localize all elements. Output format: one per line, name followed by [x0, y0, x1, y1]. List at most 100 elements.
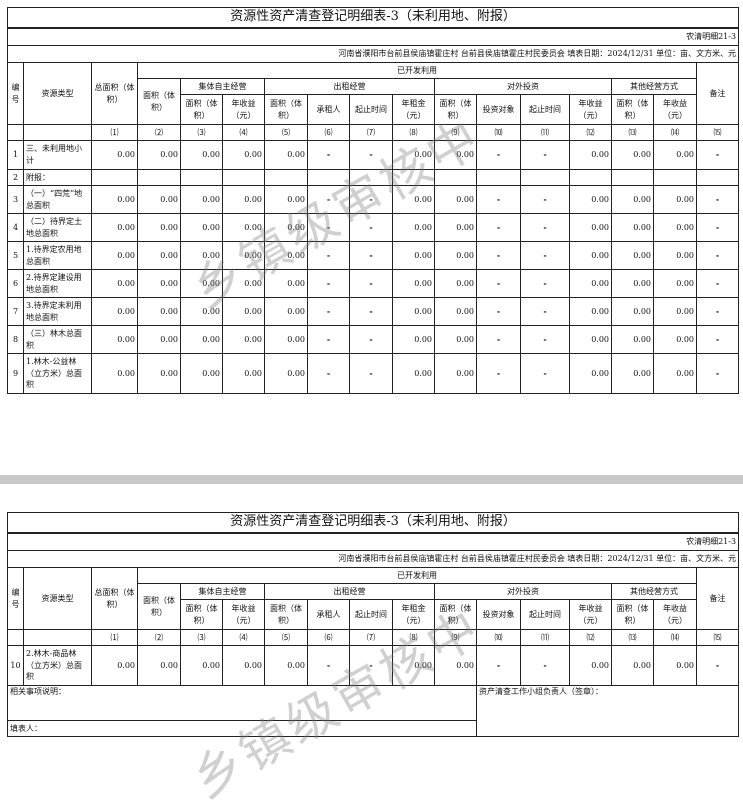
filler-label: 填表人：: [7, 720, 477, 737]
table-row: 6 2.待界定建设用地总面积 0.00 0.00 0.00 0.00 0.00- -0.00 0…: [7, 269, 740, 298]
cell-value: [695, 169, 740, 186]
cell-value: [569, 169, 612, 186]
cell-value: 0.00: [569, 353, 612, 394]
row-number: 3: [7, 185, 24, 214]
header-sub: 年收益（元）: [569, 599, 612, 630]
cell-value: 0.00: [91, 297, 138, 326]
resource-type: （二）待界定土地总面积: [23, 213, 92, 242]
cell-value: 0.00: [137, 241, 181, 270]
cell-value: [653, 169, 697, 186]
cell-value: -: [349, 269, 393, 298]
cell-value: 0.00: [180, 325, 223, 354]
cell-value: 0.00: [569, 185, 612, 214]
cell-value: 0.00: [653, 269, 697, 298]
column-number: ⑾: [520, 629, 570, 646]
cell-value: -: [476, 213, 521, 242]
cell-value: 0.00: [137, 353, 181, 394]
cell-value: 0.00: [569, 241, 612, 270]
row-number: 10: [7, 645, 24, 686]
resource-type: （三）林木总面积: [23, 325, 92, 354]
header-remark: 备注: [695, 567, 740, 630]
cell-value: -: [349, 297, 393, 326]
cell-value: 0.00: [569, 213, 612, 242]
header-sub: 面积（体积）: [611, 599, 654, 630]
table-row: 2 附报：: [7, 169, 740, 186]
cell-value: 0.00: [264, 353, 308, 394]
cell-value: 0.00: [392, 213, 435, 242]
column-number: ⑿: [569, 629, 612, 646]
cell-value: [520, 169, 570, 186]
cell-value: 0.00: [653, 645, 697, 686]
cell-value: 0.00: [653, 185, 697, 214]
column-number: ⑽: [476, 124, 521, 141]
header-sub: 年收益（元）: [569, 94, 612, 125]
cell-value: -: [307, 269, 350, 298]
cell-value: -: [520, 241, 570, 270]
cell-value: 0.00: [222, 645, 265, 686]
cell-value: 0.00: [222, 140, 265, 170]
cell-value: -: [695, 269, 740, 298]
header-remark: 备注: [695, 62, 740, 125]
cell-value: 0.00: [392, 353, 435, 394]
cell-value: -: [476, 325, 521, 354]
column-number: ⑹: [307, 124, 350, 141]
resource-type: 2.待界定建设用地总面积: [23, 269, 92, 298]
notes-label: 相关事项说明：: [7, 685, 477, 721]
cell-value: 0.00: [91, 645, 138, 686]
header-group: 其他经营方式: [611, 78, 697, 95]
header-no: 编号: [7, 62, 24, 125]
column-number: ⑷: [222, 124, 265, 141]
cell-value: 0.00: [264, 140, 308, 170]
cell-value: [434, 169, 477, 186]
cell-value: -: [520, 185, 570, 214]
column-number: ⑸: [264, 124, 308, 141]
cell-value: 0.00: [569, 140, 612, 170]
column-number: ⑴: [91, 629, 138, 646]
cell-value: -: [307, 241, 350, 270]
header-sub: 面积（体积）: [180, 94, 223, 125]
cell-value: 0.00: [569, 325, 612, 354]
cell-value: 0.00: [611, 645, 654, 686]
cell-value: 0.00: [180, 213, 223, 242]
column-number: ⒀: [611, 629, 654, 646]
cell-value: 0.00: [653, 140, 697, 170]
cell-value: 0.00: [264, 241, 308, 270]
cell-value: 0.00: [392, 645, 435, 686]
cell-value: 0.00: [611, 140, 654, 170]
column-number: ⑶: [180, 629, 223, 646]
cell-value: 0.00: [137, 213, 181, 242]
header-sub: 年收益（元）: [653, 599, 697, 630]
header-sub: 年收益（元）: [222, 599, 265, 630]
cell-value: 0.00: [264, 269, 308, 298]
table-row: 10 2.林木-商品林（立方米）总面积 0.00 0.00 0.00 0.00 0.00- -…: [7, 645, 740, 686]
cell-value: 0.00: [137, 297, 181, 326]
resource-type: （一）“四荒”地总面积: [23, 185, 92, 214]
form-code: 农清明细21-3: [6, 27, 740, 46]
empty-cell: [7, 629, 24, 646]
cell-value: 0.00: [180, 140, 223, 170]
form-code: 农清明细21-3: [6, 532, 740, 551]
cell-value: [307, 169, 350, 186]
cell-value: -: [476, 140, 521, 170]
report-page-1: 资源性资产清查登记明细表-3（未利用地、附报） 农清明细21-3 河南省濮阳市台前县…: [6, 7, 740, 394]
cell-value: 0.00: [91, 269, 138, 298]
cell-value: 0.00: [180, 185, 223, 214]
header-group: 集体自主经营: [180, 78, 265, 95]
cell-value: -: [695, 140, 740, 170]
header-sub: 投资对象: [476, 599, 521, 630]
column-number: ⑾: [520, 124, 570, 141]
cell-value: 0.00: [264, 185, 308, 214]
cell-value: 0.00: [611, 297, 654, 326]
column-number: ⒁: [653, 124, 697, 141]
cell-value: -: [520, 269, 570, 298]
cell-value: 0.00: [222, 353, 265, 394]
column-number: ⑿: [569, 124, 612, 141]
cell-value: -: [476, 241, 521, 270]
cell-value: -: [307, 325, 350, 354]
cell-value: 0.00: [653, 353, 697, 394]
cell-value: 0.00: [180, 241, 223, 270]
header-total: 总面积（体积）: [91, 567, 138, 630]
cell-value: [264, 169, 308, 186]
resource-type: 1.待界定农用地总面积: [23, 241, 92, 270]
cell-value: 0.00: [222, 297, 265, 326]
